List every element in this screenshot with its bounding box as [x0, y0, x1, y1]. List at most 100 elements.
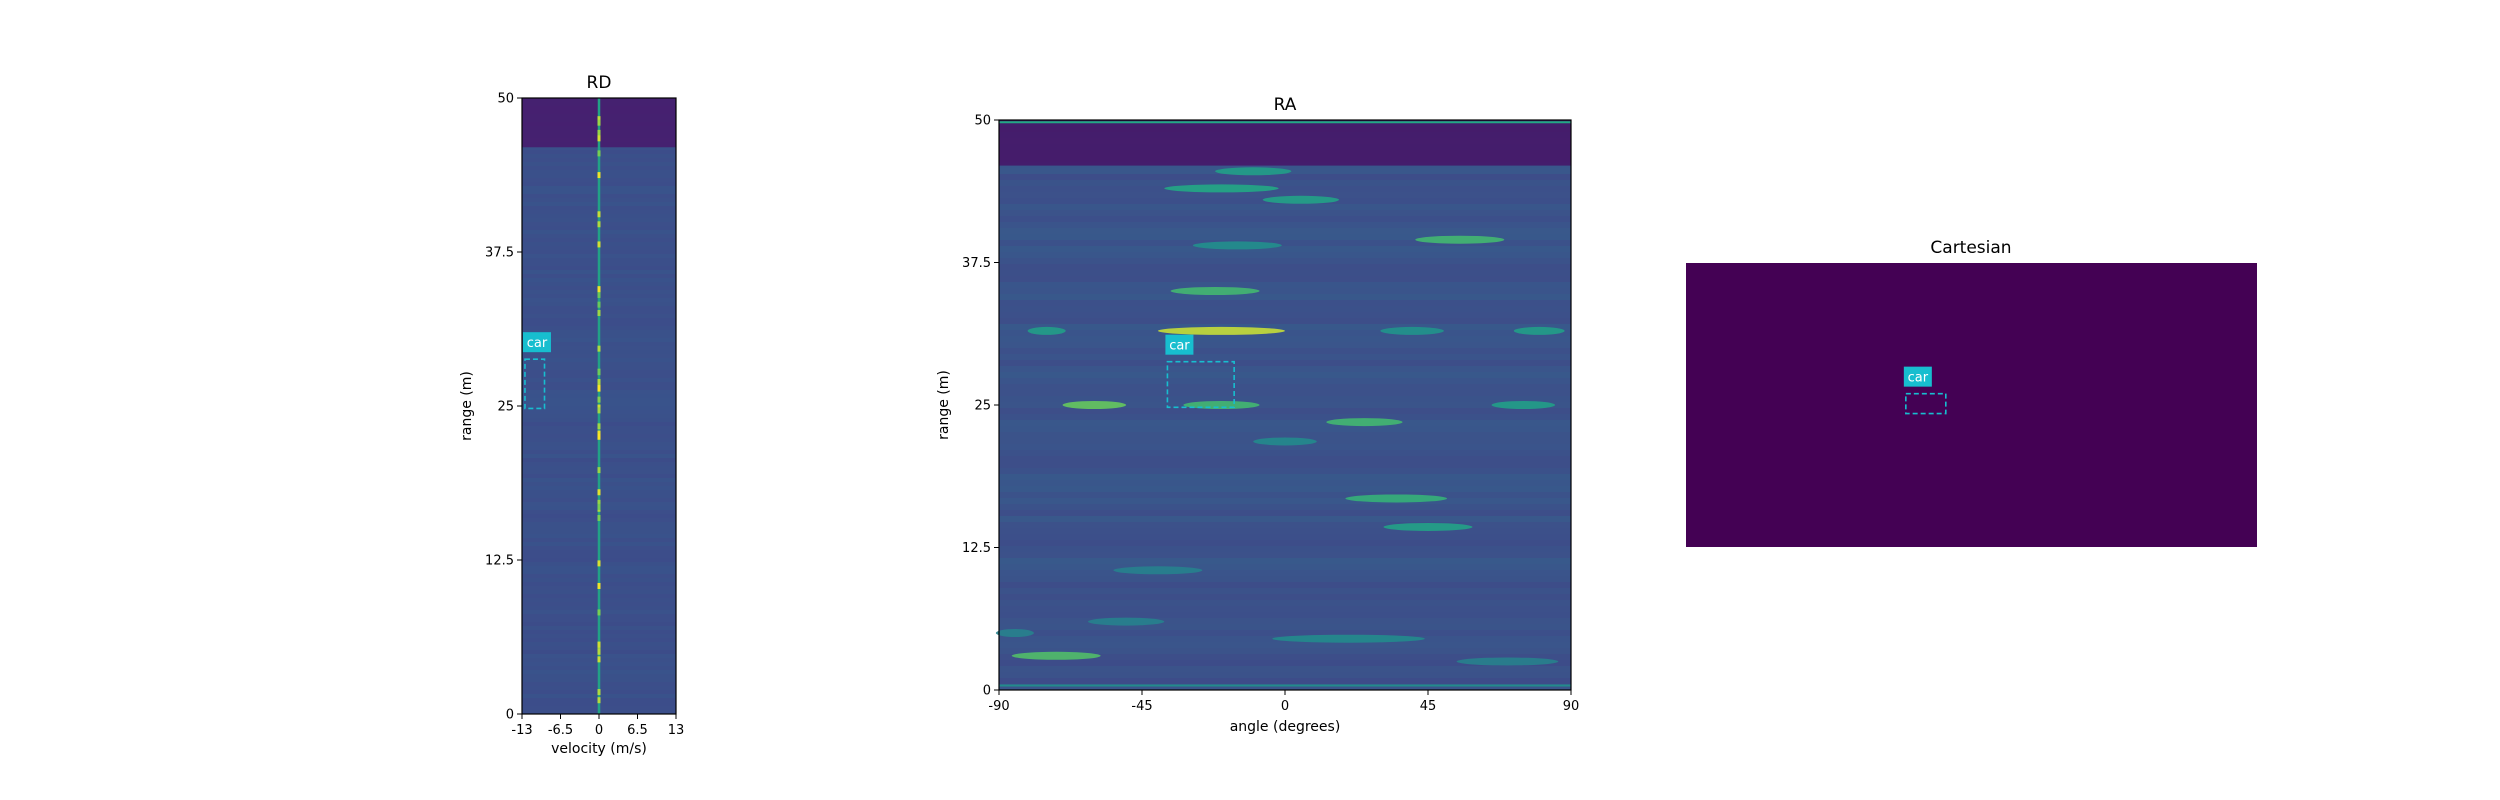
ra-y-tick-label: 0 — [983, 684, 991, 699]
rd-zero-doppler-peak — [597, 116, 601, 123]
ra-background-row — [999, 258, 1571, 264]
ra-background-row — [999, 192, 1571, 198]
rd-zero-doppler-peak — [597, 396, 601, 403]
rd-zero-doppler-peak — [597, 641, 601, 648]
ra-y-tick-label: 37.5 — [962, 256, 991, 271]
rd-zero-doppler-peak — [597, 689, 601, 696]
rd-zero-doppler-peak — [597, 467, 601, 474]
ra-background-row — [999, 594, 1571, 600]
ra-background-row — [999, 378, 1571, 384]
rd-zero-doppler-peak — [597, 345, 601, 352]
ra-background-row — [999, 498, 1571, 504]
ra-background-row — [999, 456, 1571, 462]
rd-x-tick-label: 6.5 — [627, 723, 648, 738]
ra-background-row — [999, 288, 1571, 294]
ra-background-row — [999, 360, 1571, 366]
ra-background-row — [999, 606, 1571, 612]
rd-zero-doppler-peak — [597, 241, 601, 248]
rd-zero-doppler-peak — [597, 150, 601, 157]
ra-background-row — [999, 672, 1571, 678]
rd-y-tick-label: 37.5 — [485, 246, 514, 261]
ra-background-row — [999, 336, 1571, 342]
ra-background-row — [999, 618, 1571, 624]
rd-zero-doppler-peak — [597, 286, 601, 293]
ra-background-row — [999, 432, 1571, 438]
ra-intensity-streak — [1383, 522, 1473, 531]
ra-x-tick-label: 90 — [1563, 699, 1580, 714]
ra-intensity-streak — [1456, 657, 1559, 666]
ra-background-row — [999, 522, 1571, 528]
ra-background-row — [999, 366, 1571, 372]
ra-background-row — [999, 678, 1571, 684]
ra-intensity-streak — [1326, 418, 1403, 427]
ra-background-row — [999, 414, 1571, 420]
ra-intensity-streak — [1272, 634, 1425, 643]
ra-background-row — [999, 270, 1571, 276]
ra-background-row — [999, 642, 1571, 648]
ra-background-row — [999, 648, 1571, 654]
cartesian-image — [1686, 263, 2257, 547]
ra-background-row — [999, 534, 1571, 540]
ra-background-row — [999, 222, 1571, 228]
rd-car-label-background — [522, 332, 551, 353]
rd-zero-doppler-peak — [597, 656, 601, 663]
ra-background-row — [999, 204, 1571, 210]
ra-background-row — [999, 174, 1571, 180]
ra-background-row — [999, 228, 1571, 234]
rd-zero-doppler-peak — [597, 423, 601, 430]
ra-axis-ticks: -90 -45 0 45 90 0 12.5 25 37.5 50 — [962, 114, 1579, 715]
rd-zero-doppler-peak — [597, 385, 601, 392]
ra-marks: car — [1165, 334, 1235, 409]
ra-intensity-streak — [1157, 326, 1285, 335]
ra-background-row — [999, 300, 1571, 306]
rd-zero-doppler-peak — [597, 369, 601, 376]
ra-background-row — [999, 384, 1571, 390]
ra-background-row — [999, 600, 1571, 606]
rd-zero-doppler-peak — [597, 119, 601, 126]
ra-background-row — [999, 306, 1571, 312]
ra-background-row — [999, 480, 1571, 486]
ra-x-tick-label: -90 — [988, 699, 1009, 714]
ra-background-row — [999, 612, 1571, 618]
rd-axis-ticks: -13 -6.5 0 6.5 13 0 12.5 25 37.5 50 — [485, 92, 684, 739]
rd-zero-doppler-peak — [597, 489, 601, 496]
rd-zero-doppler-peak — [597, 609, 601, 616]
ra-background-row — [999, 684, 1571, 690]
ra-background-row — [999, 516, 1571, 522]
rd-zero-doppler-peak — [597, 560, 601, 567]
ra-background-row — [999, 234, 1571, 240]
rd-zero-doppler-peak — [597, 211, 601, 218]
ra-background-row — [999, 294, 1571, 300]
ra-background-row — [999, 372, 1571, 378]
ra-background-row — [999, 186, 1571, 192]
ra-car-label: car — [1169, 339, 1190, 354]
rd-zero-doppler-peak — [597, 135, 601, 142]
cartesian-car-bounding-box — [1905, 392, 1947, 415]
rd-zero-doppler-peak — [597, 430, 601, 437]
ra-intensity-streak — [1011, 651, 1101, 660]
ra-intensity-streak — [1164, 184, 1279, 193]
ra-background-row — [999, 354, 1571, 360]
ra-background-row — [999, 546, 1571, 552]
ra-car-bounding-box — [1166, 360, 1235, 409]
ra-background-row — [999, 240, 1571, 246]
rd-zero-doppler-peak — [597, 503, 601, 510]
ra-intensity-streak — [1062, 401, 1127, 409]
ra-background-row — [999, 654, 1571, 660]
ra-background-row — [999, 444, 1571, 450]
rd-zero-doppler-peak — [597, 648, 601, 655]
ra-intensity-streak — [1415, 235, 1505, 244]
ra-background-row — [999, 264, 1571, 270]
cartesian-marks: car — [1903, 366, 1947, 415]
ra-panel: RA car -90 -45 0 45 90 0 12.5 25 37.5 50 angle (d… — [936, 95, 1579, 735]
ra-y-tick-label: 50 — [974, 114, 991, 129]
rd-heatmap-texture — [522, 98, 676, 714]
rd-zero-doppler-peak — [597, 172, 601, 179]
ra-background-row — [999, 408, 1571, 414]
ra-background-row — [999, 246, 1571, 252]
ra-background-row — [999, 492, 1571, 498]
rd-zero-doppler-peak — [597, 291, 601, 298]
ra-x-tick-label: 45 — [1420, 699, 1437, 714]
rd-panel: RD car -13 -6.5 0 6.5 13 0 12.5 25 37.5 50 veloci… — [459, 73, 684, 757]
ra-intensity-streak — [1087, 617, 1165, 626]
